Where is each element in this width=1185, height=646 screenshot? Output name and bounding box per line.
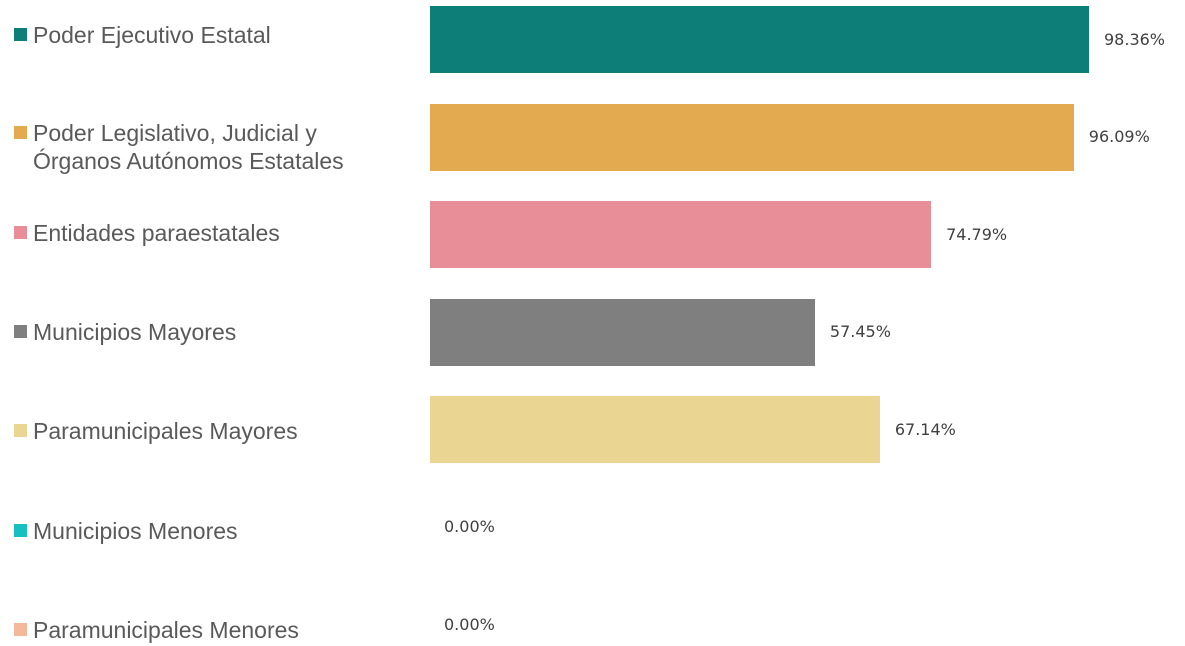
legend-label: Municipios Menores [33,518,238,544]
legend-swatch [14,126,27,139]
legend-label: Municipios Mayores [33,319,237,345]
bar [430,103,1074,171]
bar [430,396,880,463]
data-label: 0.00% [444,614,495,634]
data-label: 74.79% [946,224,1008,244]
legend-item: Entidades paraestatales [14,219,403,247]
legend-label: Poder Legislativo, Judicial y Órganos Aut… [33,120,344,174]
legend-label: Paramunicipales Mayores [33,418,298,444]
bar [430,201,932,268]
legend-item: Municipios Menores [14,517,403,545]
data-label: 96.09% [1088,127,1150,146]
legend-item: Paramunicipales Mayores [14,417,403,445]
legend-swatch [14,325,27,338]
legend-swatch [14,424,27,437]
data-label: 0.00% [444,517,495,536]
legend-swatch [14,28,27,41]
legend-item: Poder Ejecutivo Estatal [14,21,403,49]
legend-swatch [14,623,27,636]
bar [430,298,815,366]
legend-swatch [14,524,27,537]
legend-item: Paramunicipales Menores [14,616,403,644]
bar [430,6,1089,73]
legend-label: Entidades paraestatales [33,220,280,246]
legend-item: Poder Legislativo, Judicial y Órganos Aut… [14,119,403,175]
data-label: 67.14% [894,419,956,439]
legend-item: Municipios Mayores [14,318,403,346]
legend-label: Poder Ejecutivo Estatal [33,22,271,48]
legend-swatch [14,226,27,239]
data-label: 57.45% [829,322,891,341]
legend-label: Paramunicipales Menores [33,617,299,643]
data-label: 98.36% [1104,29,1166,49]
